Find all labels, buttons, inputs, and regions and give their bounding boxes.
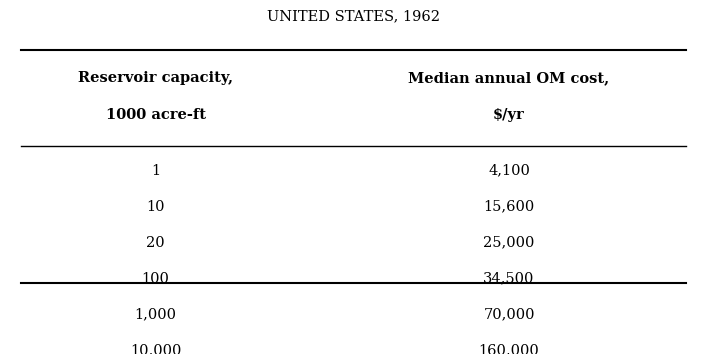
Text: 15,600: 15,600	[484, 200, 534, 214]
Text: 70,000: 70,000	[484, 308, 534, 322]
Text: 20: 20	[146, 236, 165, 250]
Text: 4,100: 4,100	[488, 164, 530, 178]
Text: $/yr: $/yr	[493, 108, 525, 122]
Text: 160,000: 160,000	[479, 344, 539, 354]
Text: Median annual OM cost,: Median annual OM cost,	[409, 71, 609, 85]
Text: 25,000: 25,000	[484, 236, 534, 250]
Text: 34,500: 34,500	[484, 272, 534, 286]
Text: 10: 10	[146, 200, 165, 214]
Text: Reservoir capacity,: Reservoir capacity,	[78, 71, 233, 85]
Text: 1,000: 1,000	[134, 308, 177, 322]
Text: 1: 1	[151, 164, 160, 178]
Text: 100: 100	[141, 272, 170, 286]
Text: 1000 acre-ft: 1000 acre-ft	[105, 108, 206, 122]
Text: UNITED STATES, 1962: UNITED STATES, 1962	[267, 9, 440, 23]
Text: 10,000: 10,000	[130, 344, 181, 354]
